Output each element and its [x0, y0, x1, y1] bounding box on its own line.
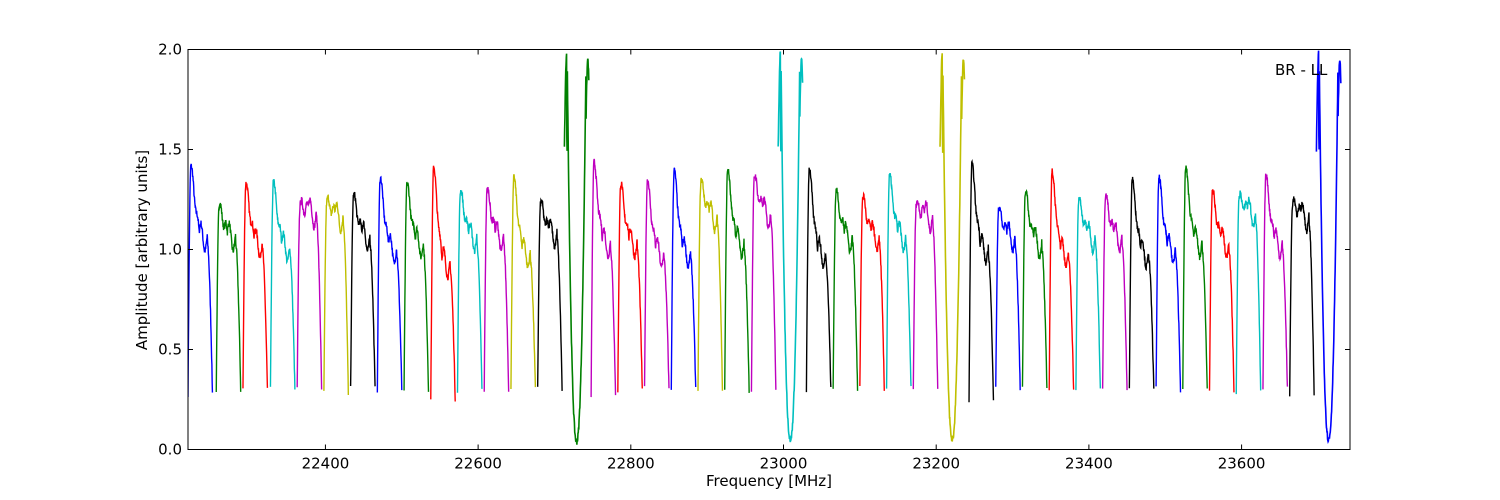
subband-9-line	[403, 181, 430, 392]
subband-2-line	[215, 202, 242, 392]
subband-16-line	[590, 158, 617, 398]
subband-1-line	[188, 163, 214, 398]
subband-42-line	[1288, 196, 1315, 397]
subband-8-line	[376, 175, 403, 393]
subband-27-line	[885, 173, 912, 389]
subband-30-line	[968, 159, 995, 403]
subband-33-line	[1048, 168, 1075, 391]
x-tick-label: 23400	[1065, 455, 1113, 473]
plot-area	[188, 50, 1342, 445]
subband-20-line	[697, 177, 724, 391]
subband-41-line	[1262, 173, 1289, 390]
y-tick-label: 1.0	[158, 241, 182, 259]
x-tick-label: 23600	[1218, 455, 1266, 473]
subband-24-line	[805, 167, 832, 393]
subband-21-line	[724, 168, 750, 393]
axis-ticks: 22400 22600 22800 23000 23200 23400 23600 0.0 0.…	[158, 41, 1350, 473]
subband-23-line	[777, 51, 804, 443]
subband-39-line	[1208, 189, 1235, 393]
subband-28-line	[912, 199, 939, 390]
subband-34-line	[1075, 196, 1102, 391]
subband-25-line	[832, 187, 859, 391]
subband-40-line	[1235, 190, 1262, 395]
subband-35-line	[1101, 193, 1128, 391]
x-axis-label: Frequency [MHz]	[706, 472, 832, 490]
subband-26-line	[859, 191, 885, 391]
x-tick-label: 22400	[302, 455, 350, 473]
subband-14-line	[536, 197, 563, 391]
baseline-annotation: BR - LL	[1275, 61, 1328, 79]
subband-19-line	[670, 167, 697, 390]
y-tick-label: 0.5	[158, 341, 182, 359]
y-tick-label: 1.5	[158, 141, 182, 159]
y-tick-label: 0.0	[158, 441, 182, 459]
subband-4-line	[269, 179, 296, 390]
subband-13-line	[510, 174, 537, 390]
subband-10-line	[430, 165, 456, 402]
subband-22-line	[750, 174, 777, 392]
x-tick-label: 23200	[912, 455, 960, 473]
x-tick-label: 22600	[454, 455, 502, 473]
subband-38-line	[1182, 165, 1208, 390]
subband-37-line	[1155, 174, 1182, 393]
x-tick-label: 22800	[607, 455, 655, 473]
subband-15-line	[563, 53, 590, 445]
subband-6-line	[323, 194, 350, 395]
subband-7-line	[349, 191, 376, 387]
subband-3-line	[242, 181, 269, 389]
subband-11-line	[456, 190, 483, 393]
subband-18-line	[643, 179, 670, 389]
subband-32-line	[1021, 188, 1048, 389]
subband-43-line	[1315, 50, 1342, 445]
subband-12-line	[483, 186, 510, 392]
subband-5-line	[296, 196, 323, 390]
y-axis-label: Amplitude [arbitrary units]	[133, 150, 151, 350]
x-tick-label: 23000	[760, 455, 808, 473]
subband-29-line	[939, 53, 966, 442]
subband-36-line	[1128, 176, 1155, 389]
subband-31-line	[995, 206, 1021, 391]
subband-17-line	[617, 181, 643, 393]
y-tick-label: 2.0	[158, 41, 182, 59]
